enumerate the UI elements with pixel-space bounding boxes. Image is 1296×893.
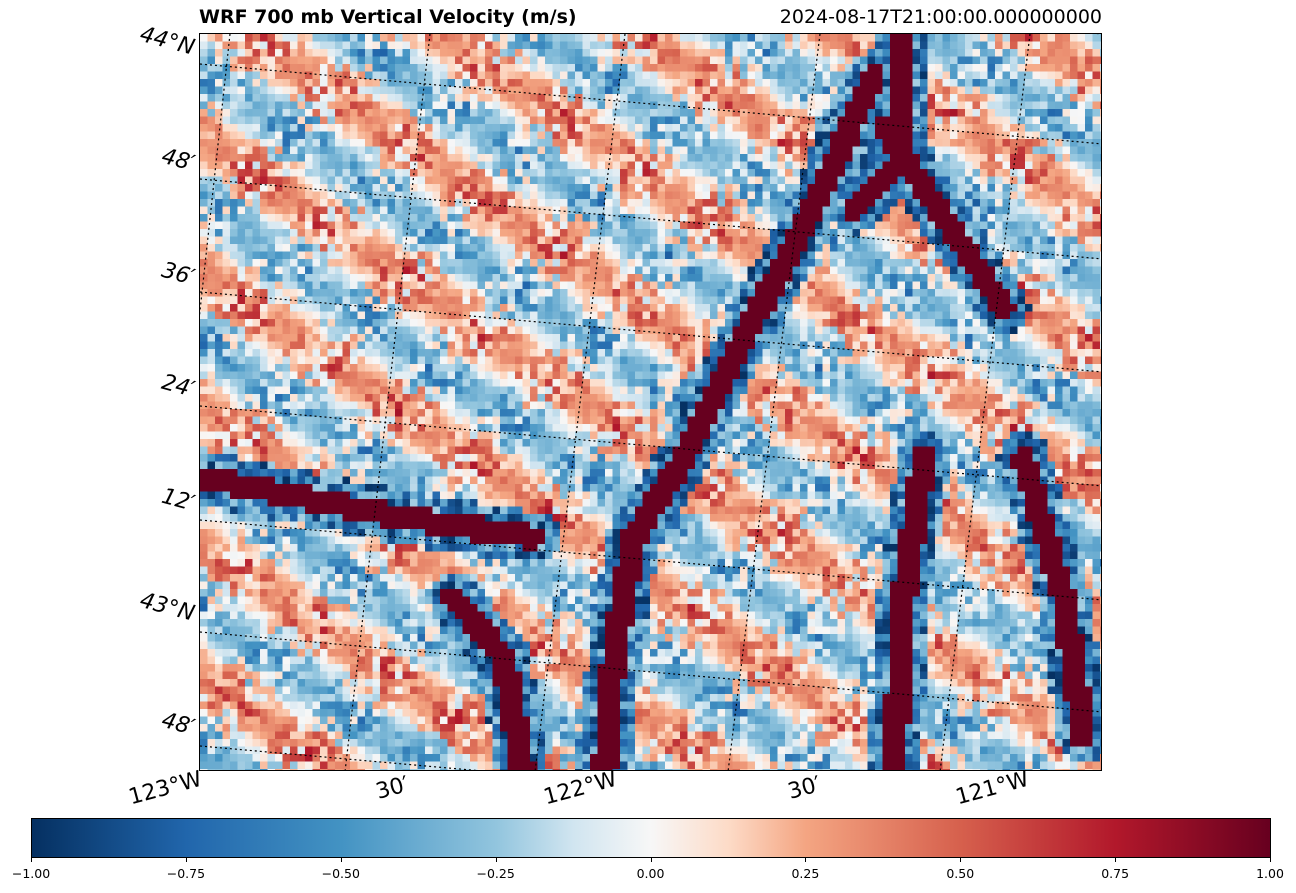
lat-label-42-48: 48′ (158, 707, 198, 741)
colorbar-tick-label: −0.25 (476, 866, 515, 881)
colorbar-tick (650, 858, 652, 862)
colorbar-tick (805, 858, 807, 862)
lat-label-43-12: 12′ (158, 483, 198, 517)
map-title: WRF 700 mb Vertical Velocity (m/s) (199, 6, 577, 28)
colorbar-tick-label: −0.50 (321, 866, 360, 881)
colorbar-tick (960, 858, 962, 862)
lat-label-43-36: 36′ (158, 257, 198, 291)
colorbar-tick (1270, 858, 1271, 862)
lon-label-121-30: 30′ (785, 772, 824, 805)
lon-label-122w: 122°W (541, 766, 620, 811)
lat-label-44n: 44°N (137, 22, 198, 61)
valid-time-label: 2024-08-17T21:00:00.000000000 (779, 6, 1102, 28)
map-panel[interactable] (199, 33, 1102, 771)
colorbar-tick (495, 858, 497, 862)
lon-label-121w: 121°W (953, 766, 1032, 811)
colorbar-ticks: −1.00 −0.75 −0.50 −0.25 0.00 0.25 0.50 0.75 1.00 (12, 858, 1284, 888)
lon-label-123w: 123°W (126, 766, 205, 811)
lon-label-122-30: 30′ (373, 772, 412, 805)
colorbar-tick-label: 0.75 (1101, 866, 1130, 881)
lat-label-43n: 43°N (137, 588, 198, 627)
colorbar-tick (31, 858, 32, 862)
colorbar (31, 818, 1271, 858)
colorbar-tick-label: −1.00 (11, 866, 51, 881)
colorbar-tick-label: −0.75 (166, 866, 206, 881)
lat-label-43-48: 48′ (158, 143, 198, 177)
colorbar-tick (185, 858, 187, 862)
colorbar-tick-label: 1.00 (1256, 866, 1284, 881)
lat-label-43-24: 24′ (158, 369, 198, 403)
colorbar-tick-label: 0.50 (946, 866, 975, 881)
colorbar-tick (340, 858, 342, 862)
colorbar-tick (1115, 858, 1117, 862)
colorbar-tick-label: 0.25 (791, 866, 820, 881)
colorbar-tick-label: 0.00 (636, 866, 665, 881)
colorbar-gradient (32, 819, 1270, 857)
velocity-field (200, 34, 1101, 770)
